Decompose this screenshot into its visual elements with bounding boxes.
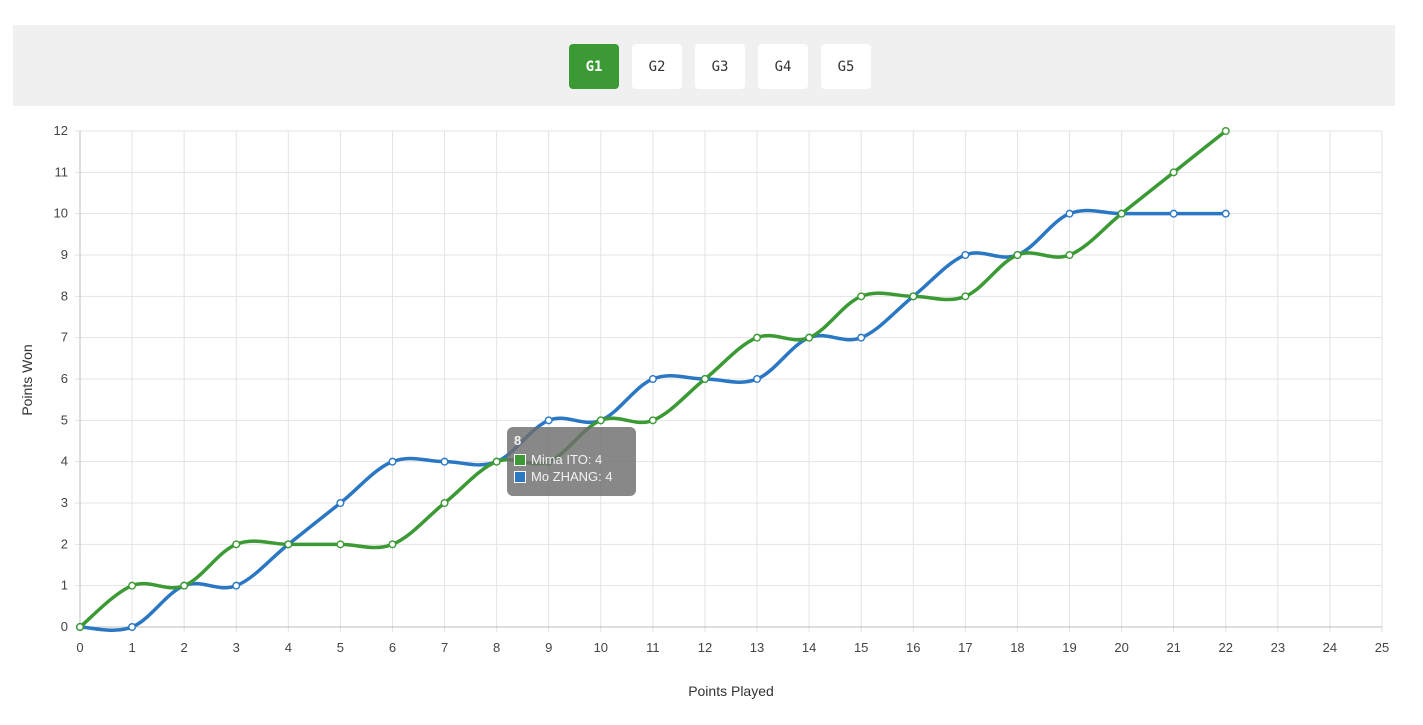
y-tick-label: 6 xyxy=(61,371,68,386)
chart-series xyxy=(75,126,1230,632)
x-tick-label: 21 xyxy=(1166,640,1180,655)
tab-game-3[interactable]: G3 xyxy=(695,44,745,89)
x-tick-label: 2 xyxy=(181,640,188,655)
y-tick-label: 7 xyxy=(61,330,68,345)
x-tick-label: 4 xyxy=(285,640,292,655)
data-point-mo-zhang[interactable] xyxy=(648,375,657,384)
tooltip-value-mima: Mima ITO: 4 xyxy=(531,452,603,467)
y-tick-label: 1 xyxy=(61,578,68,593)
x-tick-label: 11 xyxy=(646,640,660,655)
y-tick-label: 10 xyxy=(54,206,68,221)
data-point-mima-ito[interactable] xyxy=(180,581,189,590)
x-tick-label: 3 xyxy=(233,640,240,655)
tab-game-1[interactable]: G1 xyxy=(569,44,619,89)
y-tick-label: 8 xyxy=(61,288,68,303)
y-tick-label: 4 xyxy=(61,454,68,469)
data-point-mo-zhang[interactable] xyxy=(336,499,345,508)
x-tick-label: 16 xyxy=(906,640,920,655)
data-point-mima-ito[interactable] xyxy=(284,540,293,549)
data-point-mo-zhang[interactable] xyxy=(128,623,137,632)
x-tick-label: 6 xyxy=(389,640,396,655)
data-point-mima-ito[interactable] xyxy=(388,540,397,549)
y-tick-label: 5 xyxy=(61,412,68,427)
x-tick-label: 8 xyxy=(493,640,500,655)
x-tick-label: 20 xyxy=(1114,640,1128,655)
x-tick-label: 17 xyxy=(958,640,972,655)
data-point-mo-zhang[interactable] xyxy=(1221,209,1230,218)
data-point-mima-ito[interactable] xyxy=(1221,126,1230,135)
data-point-mima-ito[interactable] xyxy=(1117,209,1126,218)
x-tick-label: 24 xyxy=(1323,640,1337,655)
legend-swatch-mima xyxy=(514,453,526,466)
data-point-mima-ito[interactable] xyxy=(753,333,762,342)
x-tick-label: 13 xyxy=(750,640,764,655)
tooltip-row-mima: Mima ITO: 4 xyxy=(514,452,629,467)
data-point-mima-ito[interactable] xyxy=(336,540,345,549)
x-tick-label: 19 xyxy=(1062,640,1076,655)
x-tick-label: 25 xyxy=(1375,640,1389,655)
chart-tooltip: 8 Mima ITO: 4 Mo ZHANG: 4 xyxy=(507,427,636,496)
tooltip-title: 8 xyxy=(514,433,522,448)
data-point-mima-ito[interactable] xyxy=(1169,168,1178,177)
tooltip-value-mo: Mo ZHANG: 4 xyxy=(531,469,613,484)
data-point-mo-zhang[interactable] xyxy=(857,333,866,342)
data-point-mima-ito[interactable] xyxy=(961,292,970,301)
y-tick-label: 11 xyxy=(55,164,69,179)
data-point-mima-ito[interactable] xyxy=(857,292,866,301)
data-point-mima-ito[interactable] xyxy=(805,333,814,342)
x-tick-label: 7 xyxy=(441,640,448,655)
data-point-mima-ito[interactable] xyxy=(1065,250,1074,259)
data-point-mima-ito[interactable] xyxy=(700,375,709,384)
data-point-mima-ito[interactable] xyxy=(909,292,918,301)
tooltip-row-mo: Mo ZHANG: 4 xyxy=(514,469,629,484)
data-point-mo-zhang[interactable] xyxy=(232,581,241,590)
data-point-mo-zhang[interactable] xyxy=(1065,209,1074,218)
data-point-mo-zhang[interactable] xyxy=(1169,209,1178,218)
data-point-mo-zhang[interactable] xyxy=(961,250,970,259)
x-axis-title: Points Played xyxy=(688,683,774,699)
chart-tick-labels: 0 1 2 3 4 5 6 7 8 9 10 11 12 13 14 15 16 17 18 19 20 21 22 23 24… xyxy=(54,123,1390,655)
y-tick-label: 3 xyxy=(61,495,68,510)
data-point-mima-ito[interactable] xyxy=(596,416,605,425)
tab-game-4[interactable]: G4 xyxy=(758,44,808,89)
y-axis-title: Points Won xyxy=(19,344,35,415)
game-tabs: G1 G2 G3 G4 G5 xyxy=(569,44,871,89)
tab-game-5[interactable]: G5 xyxy=(821,44,871,89)
data-point-mo-zhang[interactable] xyxy=(544,416,553,425)
y-tick-label: 12 xyxy=(54,123,68,138)
x-tick-label: 9 xyxy=(545,640,552,655)
tab-game-2[interactable]: G2 xyxy=(632,44,682,89)
data-point-mima-ito[interactable] xyxy=(232,540,241,549)
y-tick-label: 2 xyxy=(61,536,68,551)
data-point-mo-zhang[interactable] xyxy=(440,457,449,466)
x-tick-label: 0 xyxy=(76,640,83,655)
x-tick-label: 15 xyxy=(854,640,868,655)
x-tick-label: 1 xyxy=(128,640,135,655)
x-tick-label: 12 xyxy=(698,640,712,655)
x-tick-label: 5 xyxy=(337,640,344,655)
y-tick-label: 0 xyxy=(61,619,68,634)
data-point-mima-ito[interactable] xyxy=(1013,250,1022,259)
x-tick-label: 18 xyxy=(1010,640,1024,655)
data-point-mo-zhang[interactable] xyxy=(388,457,397,466)
data-point-mima-ito[interactable] xyxy=(128,581,137,590)
y-tick-label: 9 xyxy=(61,247,68,262)
data-point-mima-ito[interactable] xyxy=(648,416,657,425)
x-tick-label: 23 xyxy=(1271,640,1285,655)
data-point-mima-ito[interactable] xyxy=(440,499,449,508)
x-tick-label: 10 xyxy=(594,640,608,655)
game-selector-bar: G1 G2 G3 G4 G5 xyxy=(13,25,1395,106)
data-point-mima-ito[interactable] xyxy=(75,623,84,632)
x-tick-label: 22 xyxy=(1219,640,1233,655)
data-point-mo-zhang[interactable] xyxy=(753,375,762,384)
legend-swatch-mo xyxy=(514,470,526,483)
x-tick-label: 14 xyxy=(802,640,816,655)
data-point-mima-ito[interactable] xyxy=(492,457,501,466)
